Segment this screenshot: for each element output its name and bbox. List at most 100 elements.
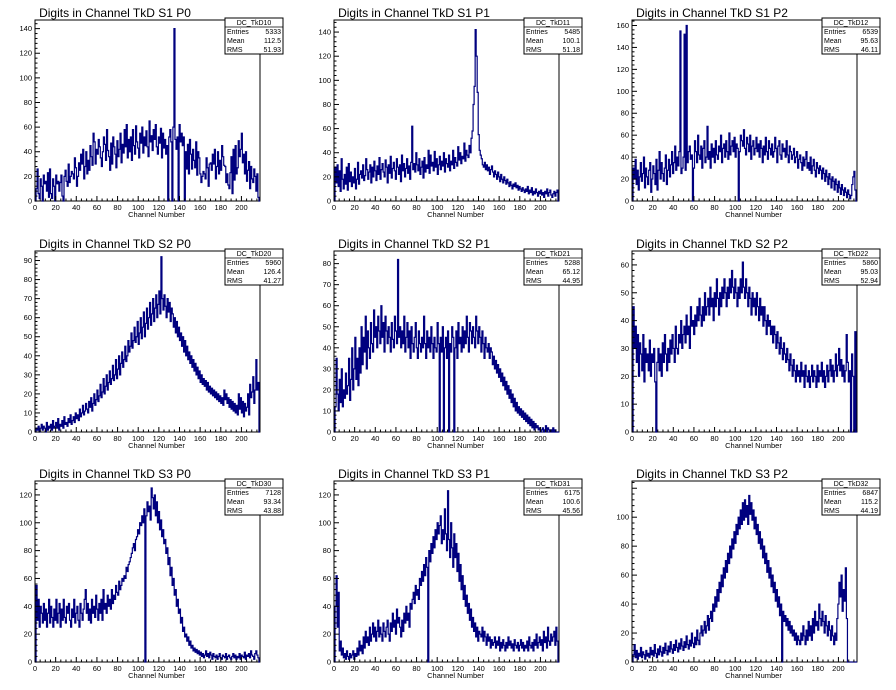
- y-tick-label: 70: [323, 280, 331, 289]
- x-tick-label: 0: [332, 434, 336, 443]
- stats-box-frame: [821, 17, 881, 55]
- x-tick-label: 0: [33, 203, 37, 212]
- stats-key: Mean: [824, 499, 842, 506]
- y-tick-label: 0: [28, 658, 32, 667]
- y-tick-label: 80: [24, 98, 32, 107]
- stats-value: 5333: [265, 29, 281, 36]
- y-tick-label: 10: [24, 408, 32, 417]
- stats-value: 95.63: [860, 38, 878, 45]
- stats-key: Mean: [526, 499, 544, 506]
- x-tick-label: 80: [710, 203, 718, 212]
- y-tick-label: 0: [28, 428, 32, 437]
- x-tick-label: 200: [235, 664, 248, 673]
- x-axis-label: Channel Number: [725, 441, 782, 450]
- stats-value: 112.5: [264, 38, 281, 45]
- plot-frame: [333, 250, 560, 433]
- stats-box-name: DC_TkD12: [834, 20, 869, 27]
- x-tick-label: 180: [812, 434, 825, 443]
- x-tick-label: 80: [412, 434, 420, 443]
- stats-key: RMS: [824, 508, 840, 515]
- x-tick-label: 100: [132, 664, 145, 673]
- x-tick-label: 180: [215, 664, 228, 673]
- x-tick-label: 20: [51, 203, 59, 212]
- x-tick-label: 160: [791, 203, 804, 212]
- panel-title: Digits in Channel TkD S2 P1: [338, 237, 490, 251]
- histogram-panel: Digits in Channel TkD S2 P00 20 40 60 80 100 1…: [24, 237, 284, 450]
- x-tick-label: 80: [113, 203, 121, 212]
- y-tick-label: 60: [24, 123, 32, 132]
- stats-box: DC_TkD11 Entries 5485 Mean 100.1 RMS 51.18: [523, 17, 583, 55]
- x-tick-label: 60: [690, 664, 698, 673]
- x-tick-label: 120: [153, 664, 166, 673]
- stats-box-frame: [821, 248, 881, 286]
- stats-value: 5485: [564, 29, 580, 36]
- x-tick-label: 180: [514, 203, 527, 212]
- x-tick-label: 180: [812, 664, 825, 673]
- x-tick-label: 180: [514, 664, 527, 673]
- x-tick-label: 120: [750, 664, 763, 673]
- x-tick-label: 140: [173, 664, 186, 673]
- x-tick-label: 140: [472, 434, 485, 443]
- y-tick-label: 20: [323, 172, 331, 181]
- plot-frame: [631, 19, 858, 202]
- stats-key: Entries: [227, 260, 249, 267]
- y-tick-label: 120: [616, 65, 629, 74]
- x-tick-label: 200: [832, 664, 845, 673]
- histogram-panel: Digits in Channel TkD S3 P1 0 20 40 60 80 100 1…: [318, 467, 583, 680]
- y-tick-label: 100: [19, 518, 32, 527]
- y-tick-label: 80: [323, 100, 331, 109]
- stats-box-name: DC_TkD10: [237, 20, 272, 27]
- stats-box: DC_TkD32 Entries 6847 Mean 115.2 RMS 44.19: [821, 478, 881, 516]
- y-tick-label: 100: [616, 513, 629, 522]
- x-tick-label: 40: [669, 664, 677, 673]
- x-tick-label: 180: [215, 434, 228, 443]
- histogram-panel: Digits in Channel TkD S2 P10 20 40 60 80 100 1…: [323, 237, 583, 450]
- x-tick-label: 180: [812, 203, 825, 212]
- stats-value: 51.93: [263, 47, 281, 54]
- x-tick-label: 200: [235, 203, 248, 212]
- x-tick-label: 20: [648, 664, 656, 673]
- x-tick-label: 100: [132, 434, 145, 443]
- stats-key: RMS: [227, 47, 243, 54]
- stats-key: RMS: [526, 47, 542, 54]
- x-tick-label: 140: [173, 203, 186, 212]
- x-tick-label: 200: [534, 434, 547, 443]
- x-tick-label: 40: [371, 664, 379, 673]
- x-axis-label: Channel Number: [128, 671, 185, 680]
- x-tick-label: 160: [493, 434, 506, 443]
- plot-frame: [34, 250, 261, 433]
- stats-value: 100.1: [562, 38, 580, 45]
- y-tick-label: 120: [318, 490, 331, 499]
- x-tick-label: 160: [194, 434, 207, 443]
- stats-value: 115.2: [861, 499, 878, 506]
- y-tick-label: 50: [621, 288, 629, 297]
- stats-value: 126.4: [263, 269, 281, 276]
- y-tick-label: 20: [24, 389, 32, 398]
- x-tick-label: 60: [93, 203, 101, 212]
- y-tick-label: 0: [327, 428, 331, 437]
- x-tick-label: 20: [51, 434, 59, 443]
- x-tick-label: 100: [729, 664, 742, 673]
- panel-title: Digits in Channel TkD S3 P2: [636, 467, 788, 481]
- histogram-panel: Digits in Channel TkD S2 P20 20 40 60 80 100 1…: [621, 237, 881, 450]
- x-tick-label: 160: [493, 664, 506, 673]
- plot-frame: [631, 480, 858, 663]
- y-tick-label: 40: [621, 316, 629, 325]
- x-tick-label: 40: [72, 664, 80, 673]
- x-tick-label: 200: [534, 664, 547, 673]
- y-tick-label: 60: [621, 131, 629, 140]
- stats-value: 6847: [862, 490, 878, 497]
- stats-box: DC_TkD30 Entries 7128 Mean 93.34 RMS 43.88: [224, 478, 284, 516]
- y-tick-label: 0: [327, 197, 331, 206]
- x-tick-label: 140: [770, 203, 783, 212]
- x-tick-label: 120: [153, 203, 166, 212]
- y-tick-label: 140: [616, 43, 629, 52]
- stats-key: Entries: [526, 29, 548, 36]
- histogram-series: [35, 487, 260, 663]
- x-tick-label: 100: [729, 434, 742, 443]
- stats-box-name: DC_TkD21: [536, 251, 571, 258]
- x-tick-label: 40: [72, 203, 80, 212]
- stats-key: RMS: [227, 278, 243, 285]
- x-tick-label: 80: [710, 664, 718, 673]
